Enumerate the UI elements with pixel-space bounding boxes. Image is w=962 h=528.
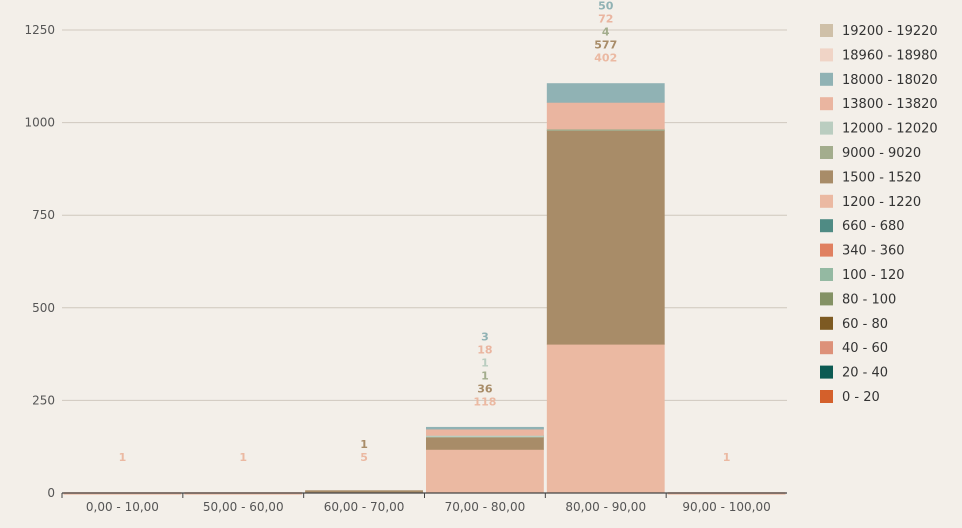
x-tick-label: 80,00 - 90,00: [565, 500, 646, 514]
legend-label: 13800 - 13820: [842, 97, 938, 112]
legend-swatch: [820, 390, 833, 403]
y-tick-label: 250: [32, 393, 55, 407]
legend-swatch: [820, 48, 833, 62]
grid-lines: [62, 29, 787, 494]
legend-swatch: [820, 219, 833, 233]
bar-segment: [546, 343, 665, 494]
data-label: 1: [360, 438, 368, 451]
legend-label: 40 - 60: [842, 341, 888, 356]
legend-label: 340 - 360: [842, 244, 905, 259]
legend-label: 18960 - 18980: [842, 48, 938, 63]
legend-swatch: [820, 97, 833, 111]
bar-segment: [426, 426, 544, 430]
legend-swatch: [820, 243, 833, 257]
data-label: 36: [477, 382, 493, 395]
legend-label: 1200 - 1220: [842, 195, 921, 210]
data-label: 118: [473, 395, 496, 408]
data-label: 1: [239, 451, 247, 464]
legend-swatch: [820, 170, 833, 184]
bar-segment: [546, 101, 665, 130]
legend-label: 60 - 80: [842, 317, 888, 332]
legend-label: 660 - 680: [842, 219, 905, 234]
legend-label: 1500 - 1520: [842, 170, 921, 185]
legend-label: 19200 - 19220: [842, 24, 938, 39]
data-label: 1: [481, 356, 489, 369]
data-label: 4: [602, 26, 610, 39]
data-label: 402: [594, 52, 617, 65]
bar-segment: [426, 448, 544, 494]
x-tick-label: 70,00 - 80,00: [445, 500, 526, 514]
bar-segment: [426, 428, 544, 436]
x-tick-label: 50,00 - 60,00: [203, 500, 284, 514]
data-label: 577: [594, 39, 617, 52]
legend-label: 100 - 120: [842, 268, 905, 283]
data-label: 5: [360, 451, 368, 464]
x-tick-label: 60,00 - 70,00: [324, 500, 405, 514]
y-tick-label: 0: [47, 486, 55, 500]
x-axis-ticks: 0,00 - 10,00 50,00 - 60,00 60,00 - 70,00 70…: [61, 493, 771, 514]
bar-segment: [546, 83, 665, 103]
legend-swatch: [820, 121, 833, 135]
data-label: 3: [481, 330, 489, 343]
x-tick-label: 0,00 - 10,00: [86, 500, 159, 514]
y-tick-label: 750: [32, 208, 55, 222]
legend-label: 9000 - 9020: [842, 146, 921, 161]
bar-segment: [305, 490, 423, 493]
bar-segment: [546, 129, 665, 345]
legend-label: 0 - 20: [842, 390, 880, 405]
data-label: 72: [598, 13, 613, 26]
data-label: 50: [598, 0, 614, 13]
legend-swatch: [820, 268, 833, 281]
legend-swatch: [820, 24, 833, 37]
y-tick-label: 1000: [24, 116, 55, 130]
legend-label: 12000 - 12020: [842, 122, 938, 137]
data-label: 1: [481, 369, 489, 382]
y-tick-label: 1250: [24, 23, 55, 37]
legend-swatch: [820, 194, 833, 208]
data-label: 1: [723, 451, 731, 464]
data-label: 1: [119, 451, 127, 464]
bar-segment: [426, 435, 544, 450]
legend-swatch: [820, 72, 833, 86]
legend[interactable]: 19200 - 19220 18960 - 18980 18000 - 18020 1…: [820, 24, 938, 405]
bars: [63, 83, 786, 495]
legend-swatch: [820, 365, 833, 379]
legend-swatch: [820, 146, 833, 159]
legend-label: 18000 - 18020: [842, 73, 938, 88]
y-tick-label: 500: [32, 301, 55, 315]
x-tick-label: 90,00 - 100,00: [682, 500, 770, 514]
legend-label: 20 - 40: [842, 366, 888, 381]
data-label: 18: [477, 343, 492, 356]
legend-swatch: [820, 341, 833, 355]
legend-swatch: [820, 292, 833, 306]
y-axis-ticks: 0 250 500 750 1000 1250: [24, 23, 55, 500]
legend-swatch: [820, 316, 833, 330]
legend-label: 80 - 100: [842, 292, 896, 307]
